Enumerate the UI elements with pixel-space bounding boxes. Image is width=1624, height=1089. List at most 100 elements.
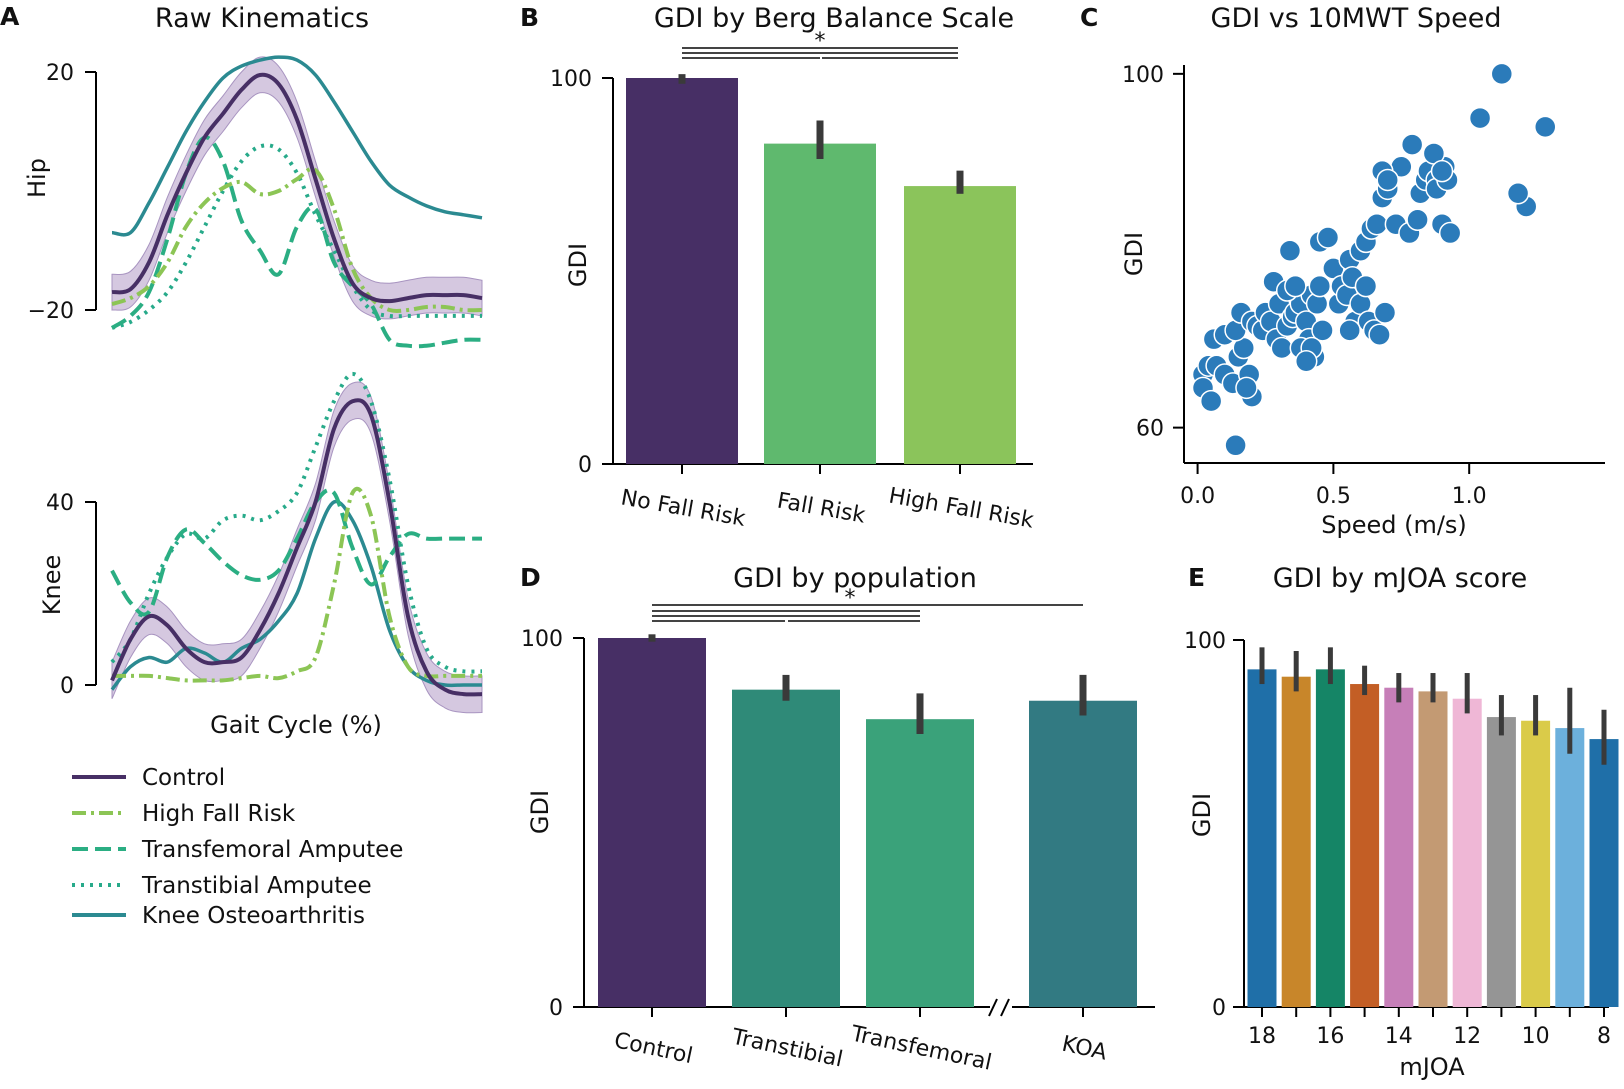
- panel-e-ylabel: GDI: [1188, 793, 1216, 837]
- panel-c-point-44: [1316, 226, 1340, 249]
- panel-b-bar-no-fall-risk: [626, 78, 738, 464]
- panel-b-ytick-label-100: 100: [550, 67, 592, 92]
- panel-e-bar-16: [1315, 669, 1345, 1007]
- legend-label-transfemoral: Transfemoral Amputee: [141, 837, 403, 863]
- panel-label-e: E: [1188, 563, 1205, 592]
- panel-e-bars: 18 16 14 12 10 8: [1247, 647, 1619, 1049]
- panel-c-point-38: [1294, 350, 1318, 373]
- panel-b-xtick-label-no-fall-risk: No Fall Risk: [619, 485, 748, 532]
- panel-c-ticks: 100 60 0.0 0.5 1.0: [1122, 63, 1487, 509]
- panel-d-ylabel: GDI: [526, 790, 554, 834]
- panel-b-sig-star: *: [815, 29, 826, 54]
- panel-b-title: GDI by Berg Balance Scale: [654, 3, 1014, 34]
- panel-d-xtick-label-transfemoral: Transfemoral: [848, 1021, 994, 1075]
- panel-b-ylabel: GDI: [564, 243, 592, 287]
- legend-label-high-fall-risk: High Fall Risk: [142, 801, 296, 827]
- panel-d-bars: Control Transtibial Transfemoral KOA: [598, 634, 1137, 1076]
- legend-label-transtibial: Transtibial Amputee: [141, 873, 372, 899]
- panel-c-point-83: [1468, 106, 1492, 130]
- panel-e-bar-14: [1384, 687, 1414, 1007]
- axis-break-mark-1: [988, 998, 998, 1017]
- hip-line-knee-osteoarthritis: [111, 55, 483, 237]
- panel-c-ytick-label-60: 60: [1136, 417, 1164, 442]
- panel-b-significance: *: [682, 29, 958, 59]
- panel-e-bar-10: [1521, 720, 1551, 1007]
- panel-c-point-53: [1354, 274, 1378, 298]
- knee-line-transfemoral-amputee: [110, 488, 482, 617]
- panel-d-xtick-label-control: Control: [612, 1028, 695, 1069]
- panel-e-xtick-label-8: 8: [1597, 1024, 1611, 1049]
- panel-e-ytick-label-100: 100: [1184, 629, 1226, 654]
- knee-line-control: [110, 398, 483, 697]
- panel-d-significance: *: [652, 586, 1083, 622]
- panel-e-bar-9: [1555, 728, 1585, 1007]
- panel-e: E GDI by mJOA score 100 0 GDI mJOA 18 16 1…: [1184, 563, 1619, 1081]
- panel-e-xtick-label-12: 12: [1453, 1024, 1481, 1049]
- panel-d-sig-star: *: [845, 586, 856, 611]
- panel-c-point-12: [1235, 376, 1258, 400]
- knee-ytick-label-0: 0: [60, 674, 74, 699]
- knee-ytick-label-40: 40: [46, 491, 74, 516]
- panel-d-axis-break: [988, 996, 1012, 1018]
- panel-d-xtick-label-koa: KOA: [1060, 1032, 1109, 1066]
- knee-line-high-fall-risk: [112, 486, 482, 683]
- panel-e-xtick-label-16: 16: [1316, 1024, 1344, 1049]
- panel-a: A Raw Kinematics 20 −20 Hip 40 0 Knee Ga…: [0, 2, 483, 929]
- panel-c-point-34: [1311, 319, 1334, 342]
- knee-lines: [110, 371, 483, 697]
- legend-label-control: Control: [142, 765, 225, 791]
- legend-label-koa: Knee Osteoarthritis: [142, 903, 365, 929]
- panel-d-xtick-label-transtibial: Transtibial: [729, 1025, 845, 1073]
- hip-line-high-fall-risk: [111, 166, 483, 314]
- panel-e-title: GDI by mJOA score: [1273, 563, 1528, 594]
- hip-ytick-label-20: 20: [46, 61, 74, 86]
- knee-subplot: 40 0 Knee: [38, 371, 483, 714]
- panel-e-xtick-label-18: 18: [1248, 1024, 1276, 1049]
- panel-c-point-62: [1365, 212, 1389, 236]
- panel-label-c: C: [1080, 3, 1098, 32]
- panel-c-point-79: [1376, 168, 1399, 192]
- panel-e-bar-8: [1589, 739, 1619, 1007]
- panel-a-legend: Control High Fall Risk Transfemoral Ampu…: [72, 765, 403, 929]
- panel-c: C GDI vs 10MWT Speed GDI Speed (m/s) 100…: [1080, 3, 1605, 539]
- panel-c-point-80: [1400, 133, 1424, 156]
- panel-c-point-0: [1224, 434, 1247, 457]
- panel-d-title: GDI by population: [733, 563, 977, 594]
- panel-e-ytick-label-0: 0: [1212, 996, 1226, 1021]
- hip-line-transfemoral-amputee: [110, 135, 483, 349]
- panel-c-xlabel: Speed (m/s): [1321, 511, 1467, 539]
- panel-c-ylabel: GDI: [1120, 232, 1148, 276]
- panel-c-point-41: [1284, 274, 1307, 298]
- panel-e-bar-17: [1281, 676, 1311, 1007]
- panel-e-xlabel: mJOA: [1399, 1053, 1465, 1081]
- hip-subplot: 20 −20 Hip: [23, 55, 483, 349]
- panel-a-xlabel: Gait Cycle (%): [210, 711, 382, 739]
- panel-c-xtick-label-1-0: 1.0: [1452, 484, 1487, 509]
- panel-c-point-85: [1533, 115, 1557, 139]
- panel-d-bar-koa: [1029, 700, 1137, 1007]
- panel-c-point-42: [1278, 239, 1302, 262]
- panel-c-point-84: [1490, 62, 1514, 86]
- panel-d-ytick-label-0: 0: [549, 996, 563, 1021]
- hip-ylabel: Hip: [23, 158, 51, 198]
- panel-e-bar-18: [1247, 669, 1277, 1007]
- axis-break-mark-2: [1000, 998, 1010, 1017]
- hip-lines: [110, 55, 483, 349]
- panel-b: B GDI by Berg Balance Scale 100 0 GDI No…: [520, 3, 1036, 534]
- knee-line-knee-osteoarthritis: [110, 499, 482, 691]
- panel-b-bar-high-fall-risk: [904, 186, 1016, 464]
- panel-c-point-87: [1506, 181, 1530, 205]
- knee-ylabel: Knee: [38, 555, 66, 615]
- hip-line-control: [111, 72, 483, 304]
- panel-e-bar-11: [1486, 717, 1516, 1007]
- panel-e-bar-15: [1350, 684, 1380, 1007]
- panel-d: D GDI by population 100 0 GDI Control Tra…: [520, 563, 1155, 1076]
- panel-e-bar-12: [1452, 698, 1482, 1007]
- panel-b-ytick-label-0: 0: [578, 453, 592, 478]
- panel-label-a: A: [0, 2, 20, 31]
- panel-c-point-56: [1368, 323, 1391, 347]
- panel-a-title: Raw Kinematics: [155, 3, 369, 34]
- panel-c-title: GDI vs 10MWT Speed: [1211, 3, 1502, 34]
- panel-c-point-4: [1199, 389, 1223, 413]
